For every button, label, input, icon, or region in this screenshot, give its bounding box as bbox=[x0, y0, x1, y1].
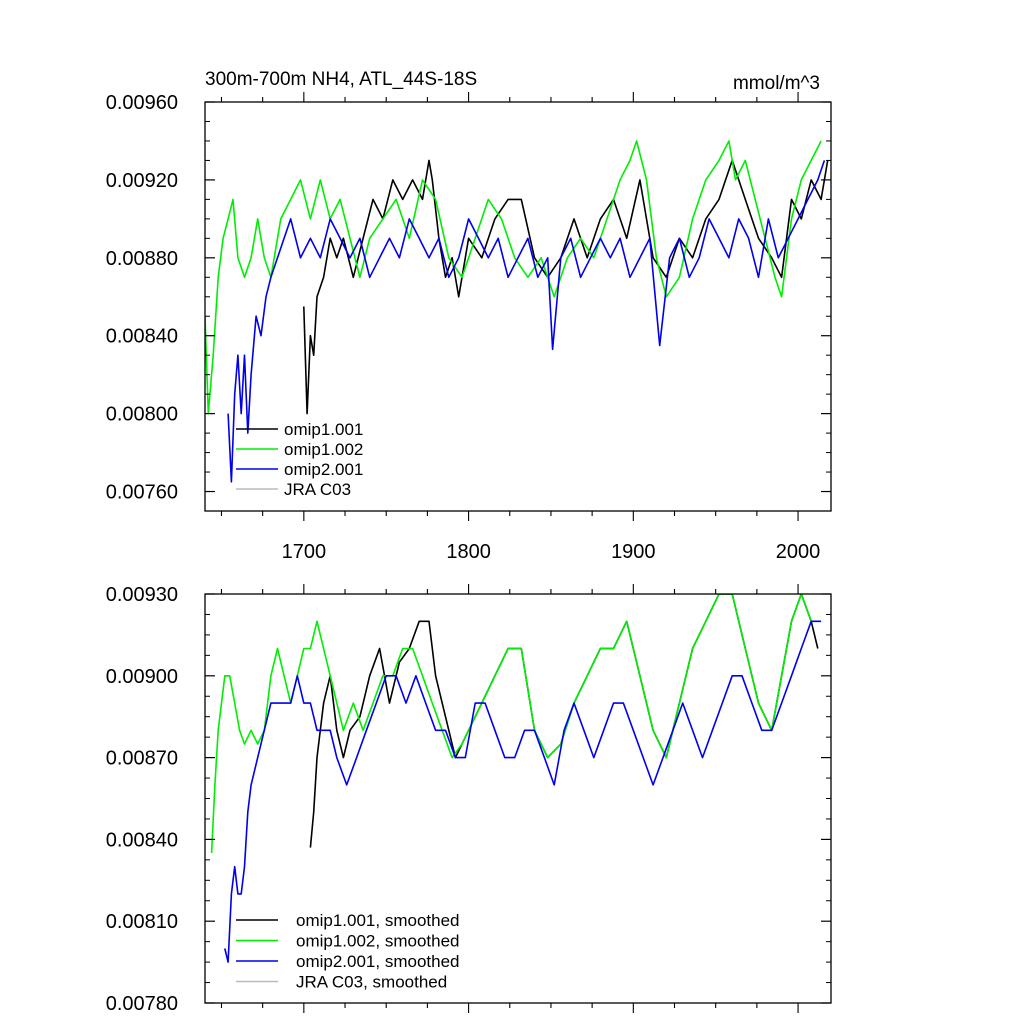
y-tick-label: 0.00900 bbox=[106, 666, 178, 688]
x-tick-label: 1700 bbox=[282, 541, 327, 563]
series-line-3 bbox=[224, 620, 822, 963]
units-label: mmol/m^3 bbox=[733, 73, 820, 94]
y-tick-label: 0.00800 bbox=[106, 404, 178, 426]
y-tick-label: 0.00780 bbox=[106, 993, 178, 1015]
x-tick-label: 1900 bbox=[611, 541, 656, 563]
legend-label: omip1.002, smoothed bbox=[296, 932, 460, 951]
legend-label: omip2.001 bbox=[284, 460, 363, 479]
series-line-2 bbox=[210, 594, 812, 854]
legend-label: omip1.002 bbox=[284, 440, 363, 459]
legend: omip1.001, smoothed omip1.002, smoothedom… bbox=[236, 911, 460, 992]
y-tick-label: 0.00810 bbox=[106, 911, 178, 933]
y-tick-label: 0.00840 bbox=[106, 326, 178, 348]
x-tick-label: 2000 bbox=[776, 541, 821, 563]
x-tick-label: 1800 bbox=[446, 541, 491, 563]
y-tick-label: 0.00930 bbox=[106, 584, 178, 606]
series-line-2 bbox=[205, 140, 822, 415]
y-tick-label: 0.00960 bbox=[106, 92, 178, 114]
legend-label: JRA C03 bbox=[284, 480, 351, 499]
chart-title: 300m-700m NH4, ATL_44S-18S bbox=[205, 69, 477, 90]
series-line-3 bbox=[227, 160, 826, 483]
plot-frame bbox=[204, 101, 832, 512]
y-tick-label: 0.00870 bbox=[106, 748, 178, 770]
legend-label: omip2.001, smoothed bbox=[296, 952, 460, 971]
y-tick-label: 0.00920 bbox=[106, 170, 178, 192]
series-line-1 bbox=[303, 159, 829, 415]
legend-label: omip1.001 bbox=[284, 420, 363, 439]
legend-label: omip1.001, smoothed bbox=[296, 911, 460, 930]
y-tick-label: 0.00840 bbox=[106, 829, 178, 851]
y-tick-label: 0.00880 bbox=[106, 248, 178, 270]
legend-label: JRA C03, smoothed bbox=[296, 973, 447, 992]
bottom-panel: 0.00780 0.00810 0.00840 0.00870 0.00900 0.009… bbox=[106, 584, 832, 1015]
y-tick-label: 0.00760 bbox=[106, 482, 178, 504]
top-panel: 0.00760 0.00800 0.00840 0.00880 0.00920 0.009… bbox=[106, 69, 832, 563]
